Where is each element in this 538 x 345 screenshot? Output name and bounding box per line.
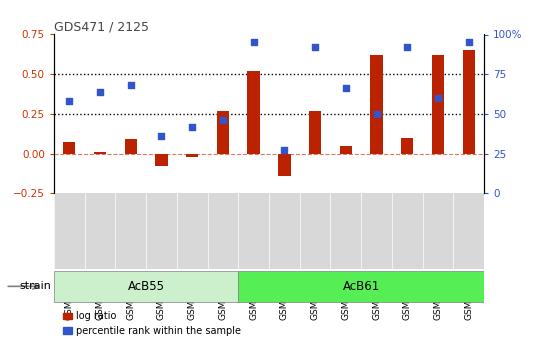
Point xyxy=(280,148,289,153)
Bar xyxy=(94,152,106,154)
Bar xyxy=(217,111,229,154)
Point xyxy=(249,40,258,45)
Bar xyxy=(432,55,444,154)
Bar xyxy=(186,154,199,157)
Bar xyxy=(339,146,352,154)
Bar xyxy=(63,142,75,154)
Point xyxy=(65,98,74,104)
Point xyxy=(464,40,473,45)
Bar xyxy=(401,138,414,154)
Bar xyxy=(238,271,484,302)
Bar xyxy=(309,111,321,154)
Point xyxy=(311,45,320,50)
Text: strain: strain xyxy=(19,282,51,291)
Bar xyxy=(54,271,238,302)
Bar xyxy=(371,55,383,154)
Bar xyxy=(124,139,137,154)
Bar xyxy=(247,71,260,154)
Point xyxy=(434,95,442,101)
Bar xyxy=(463,50,475,154)
Point xyxy=(96,89,104,95)
Point xyxy=(342,86,350,91)
Bar xyxy=(155,154,167,166)
Point xyxy=(126,82,135,88)
Point xyxy=(372,111,381,117)
Point xyxy=(218,117,227,123)
Bar xyxy=(278,154,291,176)
Legend: log ratio, percentile rank within the sample: log ratio, percentile rank within the sa… xyxy=(59,307,245,340)
Point xyxy=(403,45,412,50)
Text: AcB61: AcB61 xyxy=(343,280,380,293)
Point xyxy=(157,133,166,139)
Text: AcB55: AcB55 xyxy=(128,280,165,293)
Text: GDS471 / 2125: GDS471 / 2125 xyxy=(54,20,149,33)
Point xyxy=(188,124,196,129)
